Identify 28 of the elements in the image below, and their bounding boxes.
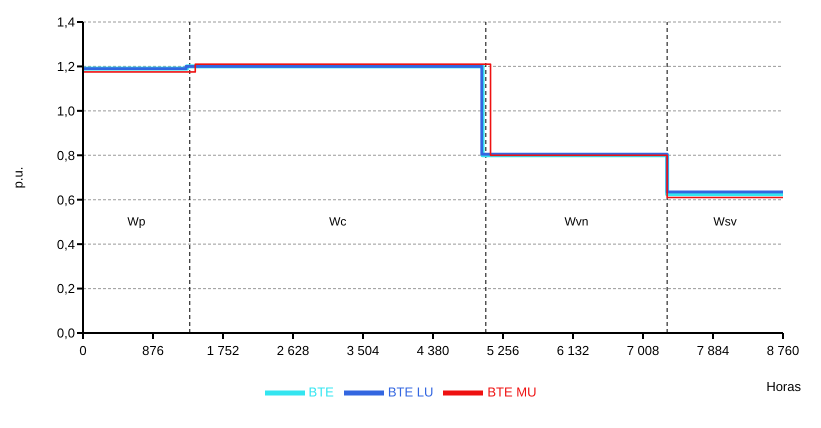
y-tick-label: 1,0 bbox=[56, 103, 75, 118]
x-tick-label: 876 bbox=[142, 343, 164, 358]
annotation: Wp bbox=[127, 214, 146, 228]
x-tick-label: 3 504 bbox=[346, 343, 380, 358]
x-tick-label: 0 bbox=[79, 343, 87, 358]
x-tick-label: 8 760 bbox=[766, 343, 800, 358]
y-tick-label: 1,2 bbox=[56, 59, 75, 74]
y-tick-label: 0,8 bbox=[56, 148, 75, 163]
annotation: Wvn bbox=[564, 214, 588, 228]
legend-label: BTE MU bbox=[487, 384, 536, 400]
x-axis-title: Horas bbox=[766, 379, 802, 394]
annotation: Wsv bbox=[713, 214, 737, 228]
x-tick-label: 6 132 bbox=[556, 343, 590, 358]
x-tick-label: 4 380 bbox=[416, 343, 450, 358]
y-tick-label: 0,4 bbox=[56, 236, 75, 252]
x-tick-label: 7 008 bbox=[626, 343, 660, 358]
y-tick-label: 1,4 bbox=[56, 14, 75, 30]
y-tick-label: 0,2 bbox=[56, 281, 75, 296]
y-tick-label: 0,0 bbox=[56, 326, 75, 341]
x-tick-label: 1 752 bbox=[206, 343, 240, 358]
x-tick-label: 7 884 bbox=[696, 343, 730, 358]
y-axis-title: p.u. bbox=[10, 166, 26, 188]
x-tick-label: 2 628 bbox=[276, 343, 310, 358]
y-tick-label: 0,6 bbox=[56, 192, 75, 208]
annotation: Wc bbox=[329, 214, 346, 228]
x-tick-label: 5 256 bbox=[486, 343, 520, 358]
legend-label: BTE bbox=[308, 384, 334, 400]
legend-label: BTE LU bbox=[388, 384, 434, 400]
